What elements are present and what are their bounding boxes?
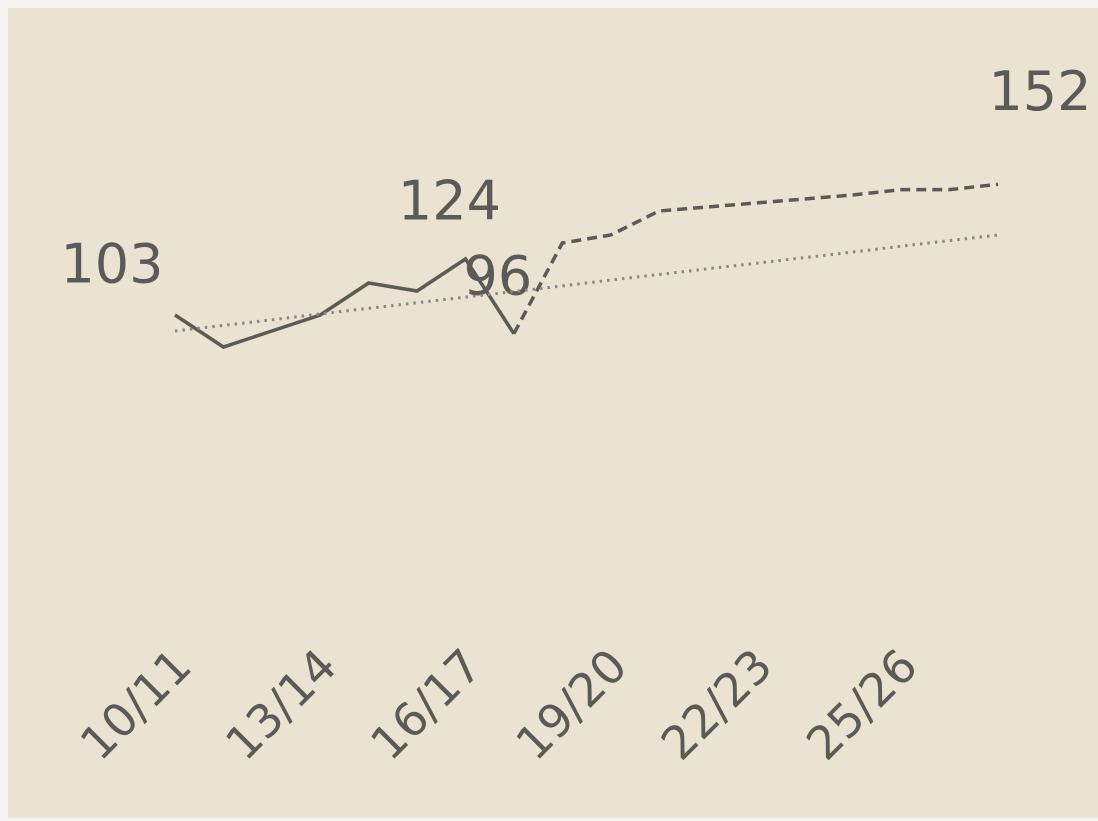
value-label: 124 [398, 170, 501, 233]
line-solid [174, 256, 516, 349]
value-label: 96 [464, 244, 533, 307]
line-dashed [512, 182, 999, 335]
value-label: 152 [988, 60, 1091, 123]
line-dotted [174, 233, 999, 333]
panel [8, 8, 1098, 818]
value-label: 103 [60, 233, 163, 296]
